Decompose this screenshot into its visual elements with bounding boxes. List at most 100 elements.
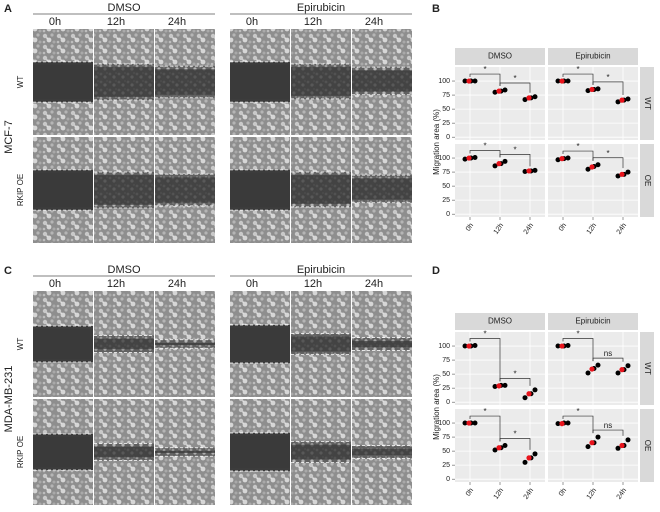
mean-point (619, 171, 625, 177)
significance-label: * (576, 330, 579, 339)
significance-label: * (513, 430, 516, 439)
row-label: RKIP OE (16, 174, 25, 206)
replicate-point (585, 166, 591, 172)
wound-gap-core (291, 444, 351, 460)
mean-point (526, 95, 532, 101)
replicate-point (492, 447, 498, 453)
y-tick-label: 75 (442, 92, 450, 99)
wound-gap-core (291, 67, 351, 96)
replicate-point (502, 382, 508, 388)
replicate-point (555, 343, 561, 349)
row-strip-label: WT (643, 362, 652, 375)
wound-gap-core (291, 175, 351, 204)
replicate-point (472, 420, 478, 426)
group-label: DMSO (108, 264, 141, 276)
significance-bracket (592, 81, 624, 96)
cell-line-label: MDA-MB-231 (3, 366, 15, 433)
mean-point (619, 97, 625, 103)
facet-strip (640, 67, 654, 140)
y-tick-label: 25 (442, 385, 450, 392)
wound-gap-core (155, 450, 215, 454)
column-strip-label: Epirubicin (575, 52, 610, 61)
significance-label: * (483, 65, 486, 74)
replicate-point (532, 451, 538, 457)
wound-gap-core (352, 340, 412, 348)
wound-gap-core (352, 448, 412, 456)
y-tick-label: 0 (446, 399, 450, 406)
y-tick-label: 0 (446, 134, 450, 141)
significance-bracket (592, 157, 624, 169)
y-tick-label: 75 (442, 434, 450, 441)
replicate-point (532, 387, 538, 393)
mean-point (589, 164, 595, 170)
mean-point (559, 343, 565, 349)
x-tick-label: 0h (465, 222, 475, 232)
significance-label: * (483, 407, 486, 416)
significance-label: * (606, 149, 609, 158)
replicate-point (492, 383, 498, 389)
time-label: 12h (304, 16, 322, 28)
wound-gap-core (94, 67, 154, 97)
replicate-point (625, 363, 631, 369)
wound-gap-core (155, 69, 215, 95)
column-strip-label: Epirubicin (575, 317, 610, 326)
replicate-point (565, 342, 571, 348)
replicate-point (522, 169, 528, 175)
replicate-point (555, 78, 561, 84)
wound-gap-core (94, 446, 154, 458)
row-strip-label: OE (643, 440, 652, 452)
y-tick-label: 25 (442, 120, 450, 127)
wound-gap-core (33, 329, 93, 359)
wound-gap-core (230, 65, 290, 99)
replicate-point (502, 158, 508, 164)
significance-bracket (562, 150, 594, 161)
y-tick-label: 75 (442, 169, 450, 176)
replicate-point (565, 78, 571, 84)
replicate-point (555, 157, 561, 163)
y-axis-title: Migration area (%) (432, 109, 441, 175)
significance-label: * (513, 74, 516, 83)
time-label: 0h (49, 278, 61, 290)
significance-label: * (483, 142, 486, 151)
y-tick-label: 50 (442, 183, 450, 190)
replicate-point (615, 99, 621, 105)
facet-strip (548, 48, 638, 65)
mean-point (619, 442, 625, 449)
mean-point (559, 78, 565, 84)
replicate-point (595, 434, 601, 440)
replicate-point (462, 156, 468, 162)
significance-label: ns (604, 421, 612, 430)
significance-bracket (499, 82, 531, 93)
time-label: 0h (246, 278, 258, 290)
replicate-point (472, 154, 478, 160)
replicate-point (565, 155, 571, 161)
replicate-point (502, 87, 508, 93)
y-tick-label: 50 (442, 448, 450, 455)
time-label: 24h (365, 16, 383, 28)
replicate-point (565, 420, 571, 426)
significance-bracket (469, 73, 501, 87)
mean-point (496, 383, 502, 389)
x-tick-label: 0h (558, 487, 568, 497)
y-tick-label: 100 (438, 420, 450, 427)
x-tick-label: 24h (616, 487, 628, 501)
group-label: DMSO (108, 2, 141, 14)
replicate-point (585, 370, 591, 376)
time-label: 0h (246, 16, 258, 28)
panel-label: C (4, 265, 12, 277)
replicate-point (615, 445, 621, 451)
group-label: Epirubicin (297, 2, 345, 14)
mean-point (619, 367, 625, 373)
panel-label: D (432, 265, 440, 277)
mean-point (526, 168, 532, 174)
replicate-point (522, 395, 528, 401)
replicate-point (462, 78, 468, 84)
y-axis-title: Migration area (%) (432, 374, 441, 440)
mean-point (526, 455, 532, 461)
mean-point (559, 156, 565, 162)
time-label: 0h (49, 16, 61, 28)
wound-gap-core (230, 436, 290, 468)
replicate-point (585, 88, 591, 94)
significance-bracket (469, 338, 501, 382)
